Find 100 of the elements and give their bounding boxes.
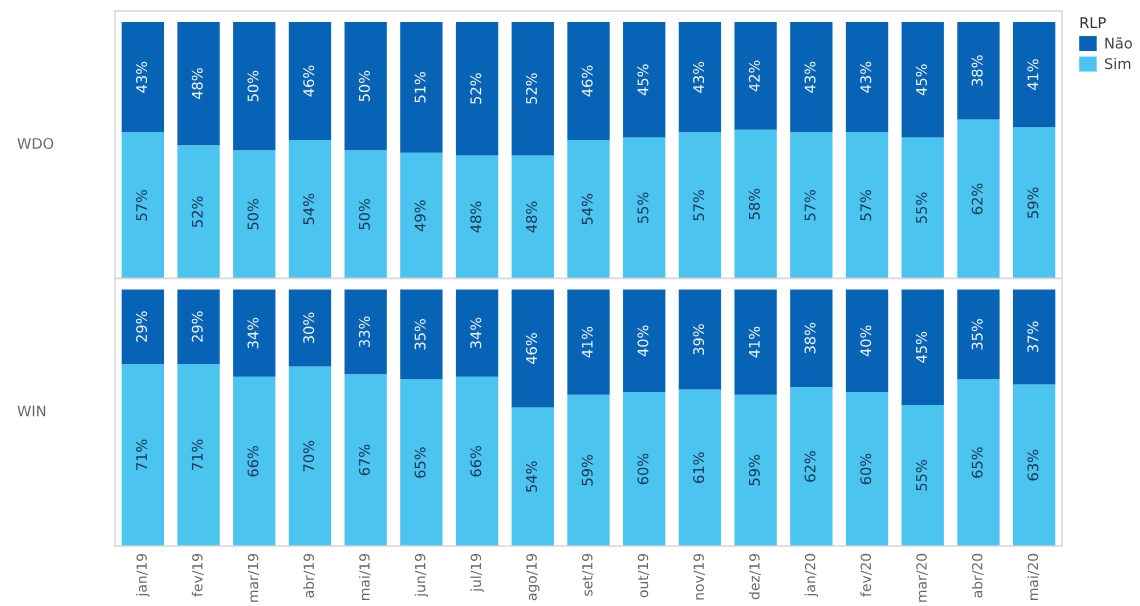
bar — [901, 22, 944, 138]
bar — [957, 379, 1000, 546]
bar — [1012, 127, 1056, 279]
bar — [400, 22, 443, 153]
bar — [288, 289, 332, 367]
bar — [400, 152, 443, 279]
data-label: 38% — [971, 55, 983, 86]
data-label: 41% — [748, 326, 760, 358]
data-label: 48% — [525, 201, 538, 233]
data-label: 70% — [303, 440, 315, 472]
data-label: 60% — [860, 453, 872, 485]
bar — [845, 132, 889, 279]
bar — [734, 394, 777, 546]
data-label: 46% — [303, 65, 315, 97]
data-label: 71% — [136, 439, 148, 470]
bar — [567, 289, 610, 395]
y-axis-title: WIN — [17, 405, 46, 417]
x-tick-label: fev/20 — [860, 553, 873, 597]
data-label: 54% — [303, 193, 315, 225]
data-label: 52% — [470, 73, 482, 104]
bar — [734, 22, 777, 130]
data-label: 46% — [525, 333, 538, 364]
bar — [511, 289, 554, 408]
data-label: 55% — [637, 192, 649, 224]
bar — [567, 394, 610, 546]
x-tick-label: set/19 — [582, 553, 594, 596]
bar — [455, 22, 499, 156]
data-label: 50% — [247, 70, 259, 102]
x-tick-label: jan/20 — [804, 553, 819, 597]
data-label: 52% — [525, 73, 538, 104]
data-label: 66% — [247, 445, 259, 477]
bar — [177, 145, 220, 279]
bar — [845, 392, 889, 546]
bar — [288, 140, 332, 279]
data-label: 62% — [971, 183, 983, 215]
legend-label: Sim — [1104, 57, 1131, 70]
bar — [957, 289, 1000, 380]
bar — [790, 386, 833, 546]
data-label: 51% — [414, 72, 426, 103]
data-label: 58% — [748, 188, 760, 220]
data-label: 55% — [915, 460, 927, 491]
data-label: 30% — [303, 312, 315, 344]
data-label: 43% — [860, 61, 872, 93]
bar — [455, 289, 499, 377]
data-label: 50% — [247, 198, 259, 230]
bar — [511, 155, 554, 279]
bar — [678, 389, 722, 546]
bar — [344, 289, 387, 375]
data-label: 62% — [804, 451, 816, 482]
bar — [233, 22, 276, 151]
bar — [790, 289, 833, 387]
data-label: 34% — [470, 317, 482, 349]
x-tick-label: ago/19 — [526, 553, 540, 601]
data-label: 59% — [581, 454, 593, 486]
bar — [567, 22, 610, 140]
bar — [623, 392, 666, 546]
bar — [790, 132, 833, 279]
bar — [734, 289, 777, 395]
bar — [623, 22, 666, 138]
bar — [678, 132, 722, 279]
x-tick-label: mar/19 — [247, 553, 260, 602]
bar — [400, 289, 443, 380]
bar — [455, 376, 499, 546]
data-label: 29% — [191, 311, 203, 342]
bar — [1012, 384, 1056, 546]
bar — [121, 22, 165, 133]
bar — [1012, 289, 1056, 385]
data-label: 54% — [525, 461, 538, 492]
bar — [957, 119, 1000, 279]
data-label: 66% — [470, 445, 482, 477]
data-label: 38% — [804, 322, 816, 354]
x-tick-label: mar/20 — [916, 553, 928, 602]
data-label: 29% — [136, 311, 148, 342]
data-label: 50% — [358, 70, 370, 102]
data-label: 71% — [191, 439, 203, 470]
bar — [344, 374, 387, 546]
bar — [288, 366, 332, 546]
data-label: 45% — [637, 64, 649, 96]
bar — [623, 137, 666, 279]
x-tick-label: abr/19 — [303, 553, 316, 598]
bar — [177, 22, 220, 146]
bar — [901, 137, 944, 279]
bar — [233, 289, 276, 377]
data-label: 48% — [470, 201, 482, 233]
legend-label: Não — [1105, 37, 1132, 49]
data-label: 45% — [915, 64, 927, 96]
data-label: 48% — [191, 68, 203, 100]
data-label: 61% — [693, 452, 705, 483]
data-label: 60% — [637, 453, 649, 485]
data-label: 59% — [1027, 187, 1039, 218]
data-label: 35% — [414, 319, 426, 350]
data-label: 34% — [247, 317, 259, 349]
data-label: 33% — [358, 316, 370, 347]
data-label: 59% — [748, 454, 760, 486]
bar — [567, 140, 610, 279]
data-label: 45% — [915, 331, 927, 363]
x-tick-label: fev/19 — [191, 553, 204, 597]
bar — [678, 22, 722, 133]
data-label: 42% — [748, 60, 760, 92]
bar — [1012, 22, 1056, 128]
